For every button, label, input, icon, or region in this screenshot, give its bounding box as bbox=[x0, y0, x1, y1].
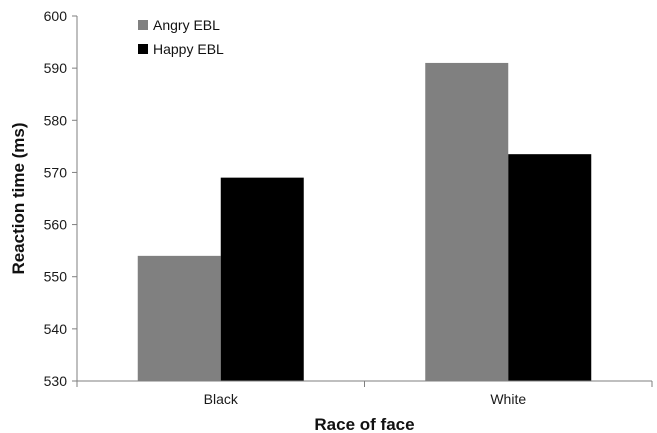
y-axis-title: Reaction time (ms) bbox=[9, 122, 28, 274]
bar-angry-ebl-black bbox=[137, 255, 221, 381]
x-ticks: Black White bbox=[76, 381, 653, 407]
legend-swatch-angry-ebl bbox=[138, 20, 148, 30]
x-axis-title: Race of face bbox=[314, 415, 414, 433]
bar-angry-ebl-white bbox=[425, 62, 509, 382]
bar-happy-ebl-white bbox=[508, 154, 592, 381]
bar-happy-ebl-black bbox=[220, 177, 304, 381]
legend-swatch-happy-ebl bbox=[138, 44, 148, 54]
legend-label-angry-ebl: Angry EBL bbox=[153, 17, 220, 33]
y-tick-label-540: 540 bbox=[44, 321, 68, 337]
x-tick-label-black: Black bbox=[204, 391, 239, 407]
legend: Angry EBL Happy EBL bbox=[138, 17, 224, 57]
bars-layer bbox=[137, 62, 592, 382]
x-tick-label-white: White bbox=[490, 391, 526, 407]
y-ticks: 530 540 550 560 570 580 590 600 bbox=[44, 8, 77, 389]
y-tick-label-600: 600 bbox=[44, 8, 68, 24]
y-tick-label-530: 530 bbox=[44, 373, 68, 389]
legend-label-happy-ebl: Happy EBL bbox=[153, 41, 224, 57]
y-tick-label-570: 570 bbox=[44, 164, 68, 180]
y-tick-label-590: 590 bbox=[44, 60, 68, 76]
y-tick-label-580: 580 bbox=[44, 112, 68, 128]
y-tick-label-550: 550 bbox=[44, 269, 68, 285]
y-tick-label-560: 560 bbox=[44, 217, 68, 233]
